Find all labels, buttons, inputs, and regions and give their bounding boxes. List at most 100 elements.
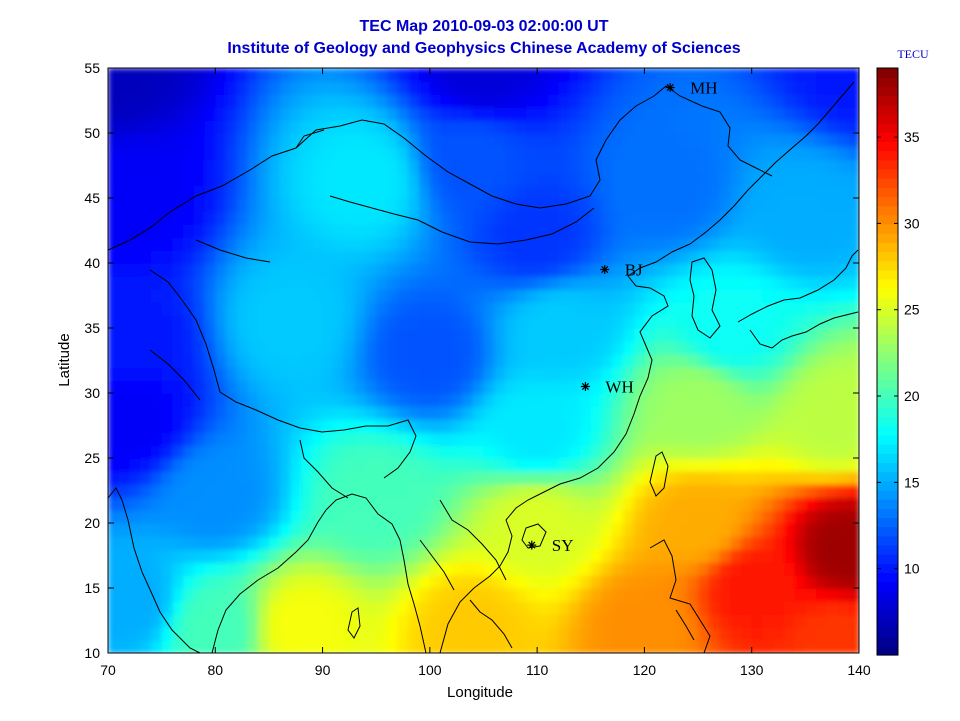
heat-cell [354,328,367,342]
heat-cell [344,107,356,121]
heat-cell [215,159,227,173]
heat-cell [569,575,581,589]
station-label: BJ [625,261,643,280]
japan-outline [737,249,859,349]
heat-cell [794,302,807,316]
heat-cell [419,94,431,108]
heat-cell [301,237,313,251]
heat-cell [730,146,742,160]
heat-cell [279,406,292,420]
heat-cell [183,432,195,446]
heat-cell [236,471,249,485]
heat-cell [719,172,731,186]
heat-cell [547,523,560,537]
heat-cell [118,367,131,381]
heat-cell [140,341,152,355]
heat-cell [547,120,560,134]
heat-cell [633,68,646,82]
heat-cell [226,510,238,524]
heat-cell [816,523,828,537]
heat-cell [408,211,420,225]
heat-cell [708,445,721,459]
heat-cell [279,484,292,498]
heat-cell [118,458,131,472]
heat-cell [311,380,324,394]
heat-cell [365,393,377,407]
heat-cell [322,224,335,238]
heat-cell [397,328,410,342]
heat-cell [655,406,667,420]
heat-cell [751,419,764,433]
heat-cell [301,471,313,485]
heat-cell [365,250,377,264]
heat-cell [354,588,367,602]
heat-cell [826,341,839,355]
heat-cell [515,250,528,264]
heat-cell [623,68,635,82]
heat-cell [569,211,581,225]
heat-cell [751,393,764,407]
heat-cell [590,224,603,238]
heat-cell [558,211,571,225]
heat-cell [483,497,495,511]
heat-cell [472,601,485,615]
heat-cell [644,159,656,173]
heat-cell [633,393,646,407]
heat-cell [612,510,624,524]
heat-cell [161,406,174,420]
colorbar-band [877,159,898,170]
heat-cell [354,536,367,550]
heat-cell [365,68,377,82]
heat-cell [494,159,506,173]
heat-cell [462,120,474,134]
heat-cell [354,406,367,420]
heat-cell [665,302,678,316]
heat-cell [183,510,195,524]
heat-cell [848,523,859,537]
heat-cell [258,523,270,537]
heat-cell [515,549,528,563]
heat-cell [623,328,635,342]
heat-cell [644,315,656,329]
heat-cell [290,198,302,212]
heat-cell [472,198,485,212]
heat-cell [301,289,313,303]
heat-cell [612,263,624,277]
heat-cell [290,341,302,355]
heat-cell [483,68,495,82]
heat-cell [676,640,689,653]
heat-cell [344,159,356,173]
heat-cell [161,172,174,186]
heat-cell [569,432,581,446]
heat-cell [279,263,292,277]
heat-cell [354,640,367,653]
heat-cell [783,211,796,225]
heat-cell [644,172,656,186]
heat-cell [547,367,560,381]
heat-cell [580,393,592,407]
heat-cell [440,380,453,394]
heat-cell [386,250,399,264]
heat-cell [601,523,613,537]
heat-cell [193,432,206,446]
heat-cell [494,107,506,121]
heat-cell [183,549,195,563]
heat-cell [837,458,849,472]
heat-cell [140,68,152,82]
heat-cell [397,159,410,173]
heat-cell [537,263,549,277]
heat-cell [633,367,646,381]
heat-cell [462,224,474,238]
heat-cell [708,315,721,329]
heat-cell [258,601,270,615]
y-tick-label: 10 [84,645,100,661]
heat-cell [644,237,656,251]
heat-cell [526,640,538,653]
heat-cell [397,185,410,199]
heat-cell [558,432,571,446]
heat-cell [129,471,141,485]
heat-cell [354,471,367,485]
heat-cell [612,211,624,225]
heat-cell [730,497,742,511]
heat-cell [290,419,302,433]
